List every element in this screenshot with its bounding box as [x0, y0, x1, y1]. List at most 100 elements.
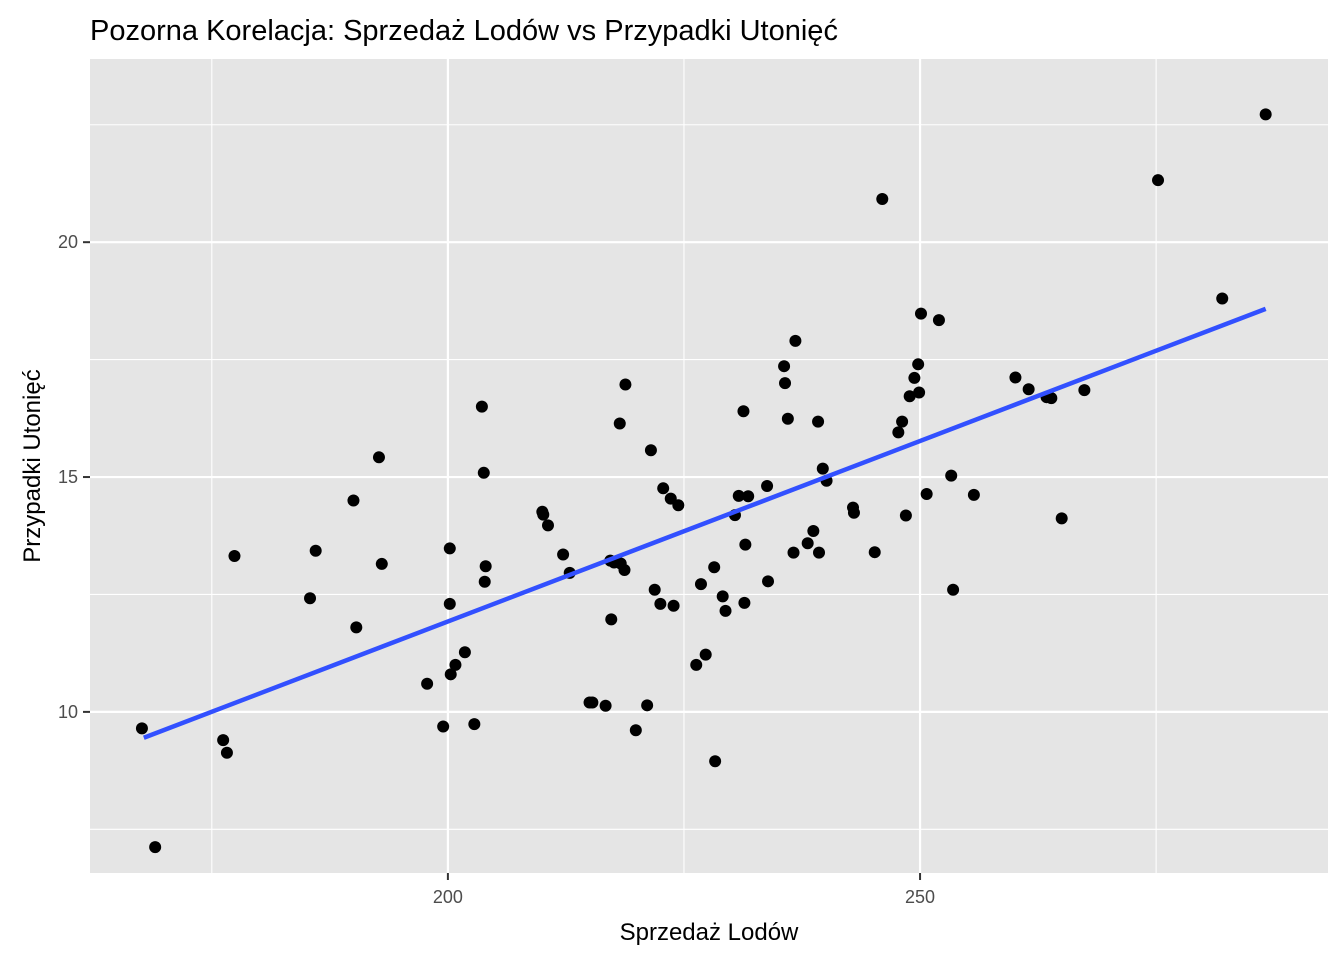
x-tick-label: 250 — [905, 887, 935, 907]
data-point — [742, 490, 755, 503]
data-point — [781, 412, 794, 425]
data-point — [896, 415, 909, 428]
data-point — [779, 377, 792, 390]
data-point — [914, 307, 927, 320]
data-point — [458, 646, 471, 659]
x-axis-label: Sprzedaż Lodów — [620, 919, 799, 946]
data-point — [716, 590, 729, 603]
data-point — [762, 575, 775, 588]
data-point — [541, 519, 554, 532]
y-axis-label: Przypadki Utonięć — [19, 369, 46, 562]
data-point — [967, 488, 980, 501]
trend-line-group — [143, 306, 1267, 740]
data-point — [449, 658, 462, 671]
data-point — [807, 525, 820, 538]
data-point — [761, 479, 774, 492]
data-point — [372, 451, 385, 464]
data-point — [787, 546, 800, 559]
data-point — [672, 499, 685, 512]
plot-panel — [90, 59, 1328, 873]
data-point — [641, 699, 654, 712]
data-point — [654, 597, 667, 610]
y-tick-label: 20 — [58, 232, 78, 252]
data-point — [619, 378, 632, 391]
data-point — [586, 696, 599, 709]
data-point — [816, 462, 829, 475]
data-point — [1152, 174, 1165, 187]
major-gridlines — [90, 59, 1328, 873]
data-point — [475, 400, 488, 413]
data-point — [1078, 384, 1091, 397]
data-point — [477, 466, 490, 479]
data-point — [217, 734, 230, 747]
data-point — [1259, 108, 1272, 121]
data-point — [908, 371, 921, 384]
data-point — [690, 658, 703, 671]
chart-title: Pozorna Korelacja: Sprzedaż Lodów vs Prz… — [90, 15, 838, 47]
data-point — [732, 489, 745, 502]
data-point — [468, 718, 481, 731]
data-point — [912, 358, 925, 371]
data-point — [478, 575, 491, 588]
data-point — [443, 597, 456, 610]
data-point — [228, 549, 241, 562]
data-points — [135, 108, 1272, 854]
data-point — [801, 537, 814, 550]
data-point — [847, 506, 860, 519]
data-point — [739, 538, 752, 551]
data-point — [913, 386, 926, 399]
data-point — [629, 724, 642, 737]
data-point — [694, 578, 707, 591]
data-point — [709, 755, 722, 768]
x-tick-label: 200 — [433, 887, 463, 907]
data-point — [789, 334, 802, 347]
data-point — [347, 494, 360, 507]
data-point — [868, 546, 881, 559]
minor-gridlines — [90, 59, 1328, 873]
data-point — [613, 417, 626, 430]
data-point — [557, 548, 570, 561]
data-point — [648, 583, 661, 596]
data-point — [149, 841, 162, 854]
y-tick-label: 15 — [58, 467, 78, 487]
data-point — [375, 557, 388, 570]
data-point — [220, 746, 233, 759]
data-point — [738, 596, 751, 609]
data-point — [1022, 383, 1035, 396]
data-point — [667, 599, 680, 612]
data-point — [876, 192, 889, 205]
data-point — [945, 469, 958, 482]
data-point — [899, 509, 912, 522]
data-point — [605, 613, 618, 626]
data-point — [350, 621, 363, 634]
data-point — [599, 699, 612, 712]
y-tick-label: 10 — [58, 702, 78, 722]
data-point — [537, 508, 550, 521]
data-point — [1009, 371, 1022, 384]
data-point — [812, 415, 825, 428]
data-point — [437, 720, 450, 733]
data-point — [1216, 292, 1229, 305]
data-point — [443, 542, 456, 555]
y-axis-ticks: 10 15 20 — [58, 232, 90, 722]
trend-line — [143, 306, 1267, 740]
data-point — [813, 546, 826, 559]
x-axis-ticks: 200 250 — [433, 873, 935, 907]
data-point — [1045, 392, 1058, 405]
data-point — [444, 668, 457, 681]
data-point — [920, 487, 933, 500]
data-point — [719, 604, 732, 617]
data-point — [708, 561, 721, 574]
data-point — [892, 426, 905, 439]
data-point — [135, 722, 148, 735]
data-point — [737, 405, 750, 418]
data-point — [699, 648, 712, 661]
data-point — [932, 314, 945, 327]
data-point — [421, 677, 434, 690]
data-point — [1055, 512, 1068, 525]
data-point — [618, 564, 631, 577]
data-point — [947, 583, 960, 596]
data-point — [778, 360, 791, 373]
data-point — [903, 390, 916, 403]
